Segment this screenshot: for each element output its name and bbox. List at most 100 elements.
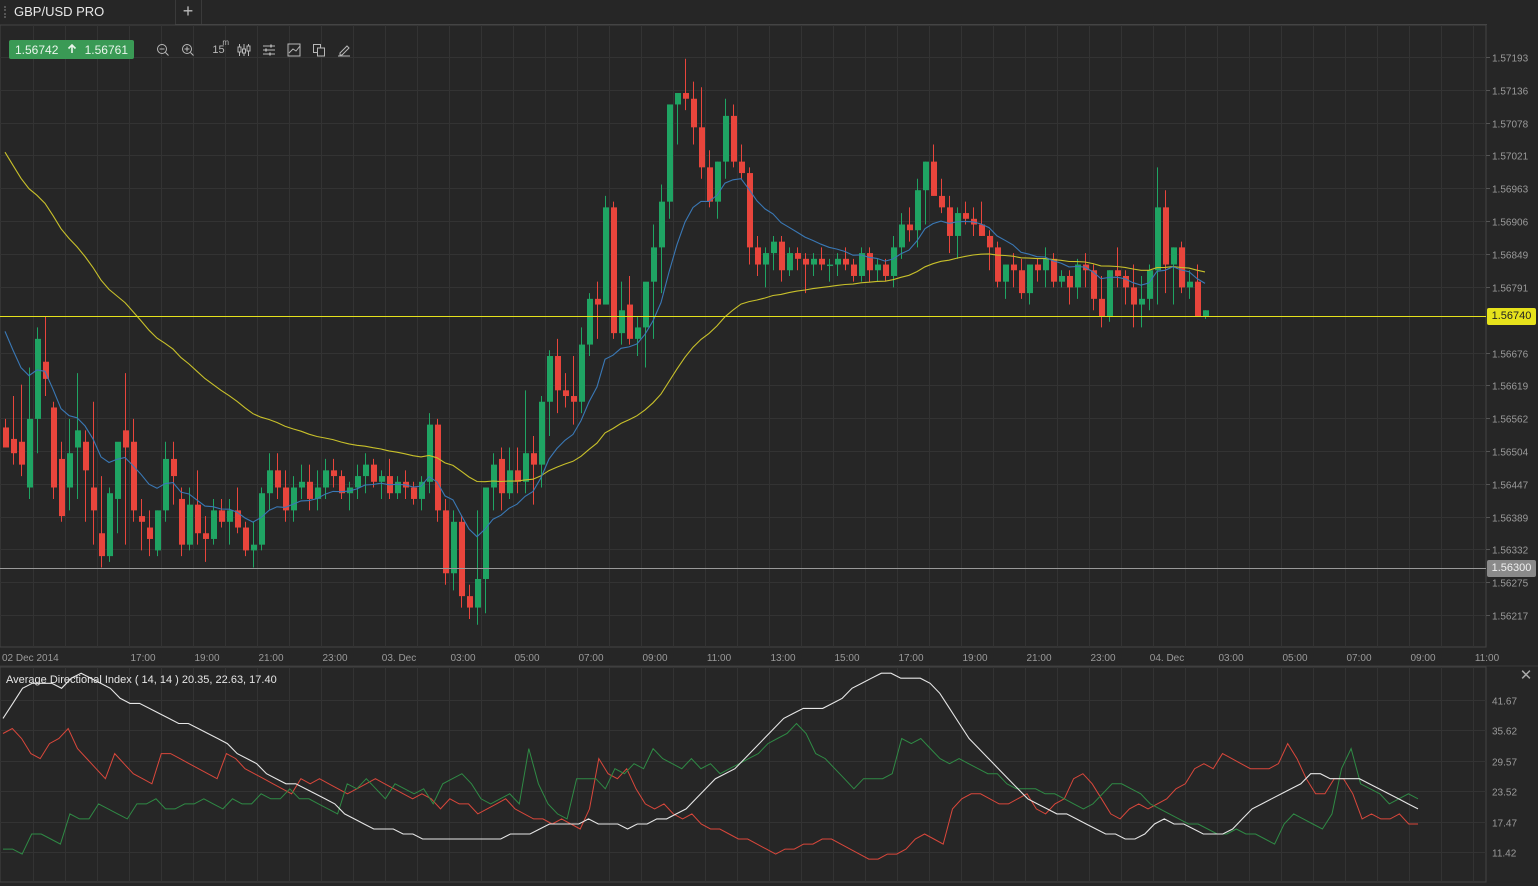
candle-body — [275, 470, 281, 488]
candle-body — [851, 264, 857, 276]
candle-body — [1019, 270, 1025, 294]
candle-body — [443, 510, 449, 574]
minus-di-line — [2, 727, 1418, 860]
candle-body — [411, 487, 417, 499]
time-tick-label: 09:00 — [1410, 653, 1435, 664]
candle-body — [323, 470, 329, 488]
adx-tick-label: 29.57 — [1492, 758, 1517, 769]
time-tick-label: 23:00 — [322, 653, 347, 664]
candle-body — [995, 247, 1001, 282]
candle-body — [235, 510, 241, 528]
candle-body — [875, 264, 881, 271]
candle-body — [699, 127, 705, 168]
time-tick-label: 21:00 — [258, 653, 283, 664]
time-tick-label: 17:00 — [130, 653, 155, 664]
time-tick-label: 03:00 — [1218, 653, 1243, 664]
candle-body — [555, 356, 561, 391]
chart-line-icon[interactable] — [281, 40, 306, 60]
candle-body — [91, 487, 97, 511]
candlestick-icon[interactable] — [231, 40, 256, 60]
candle-body — [459, 521, 465, 597]
candle-body — [219, 510, 225, 522]
candle-body — [499, 458, 505, 494]
time-tick-label: 13:00 — [770, 653, 795, 664]
candle-body — [187, 504, 193, 545]
candle-body — [1187, 281, 1193, 288]
candle-body — [75, 430, 81, 448]
candle-body — [195, 504, 201, 534]
timeframe-selector[interactable]: 15 m — [206, 38, 231, 60]
tab-bar: GBP/USD PRO + — [0, 0, 1538, 25]
candle-body — [243, 527, 249, 551]
candle-body — [1075, 264, 1081, 288]
candle-body — [171, 458, 177, 477]
candle-body — [1091, 270, 1097, 299]
candle-body — [531, 453, 537, 465]
adx-tick-label: 11.42 — [1492, 849, 1517, 860]
candle-body — [83, 441, 89, 471]
candle-body — [795, 253, 801, 259]
candle-body — [771, 241, 777, 254]
candle-body — [467, 596, 473, 608]
candle-body — [731, 115, 737, 162]
candle-body — [483, 487, 489, 579]
candle-body — [251, 544, 257, 551]
close-icon[interactable]: ✕ — [1519, 667, 1533, 684]
candle-body — [563, 390, 569, 397]
candle-body — [67, 453, 73, 488]
candle-body — [179, 498, 185, 545]
candle-body — [155, 510, 161, 551]
adx-tick-label: 17.47 — [1492, 819, 1517, 830]
candle-body — [1011, 264, 1017, 271]
price-tick-label: 1.56389 — [1492, 514, 1529, 525]
candle-body — [915, 190, 921, 231]
sliders-icon[interactable] — [256, 40, 281, 60]
time-tick-label: 17:00 — [898, 653, 923, 664]
candle-body — [939, 195, 945, 208]
time-tick-label: 21:00 — [1026, 653, 1051, 664]
ask-price: 1.56761 — [84, 42, 128, 57]
candle-body — [1131, 287, 1137, 305]
drag-handle-icon[interactable] — [4, 6, 8, 18]
candle-body — [899, 224, 905, 248]
candle-body — [835, 258, 841, 265]
candle-body — [755, 247, 761, 265]
zoom-out-icon[interactable] — [150, 40, 175, 60]
candle-body — [307, 481, 313, 499]
price-tick-label: 1.57136 — [1492, 87, 1529, 98]
arrow-up-icon — [67, 43, 77, 57]
candle-body — [51, 407, 57, 488]
plus-di-line — [3, 722, 1419, 855]
candle-body — [683, 93, 689, 99]
candle-body — [931, 161, 937, 196]
candle-body — [1043, 258, 1049, 271]
tab-gbpusd[interactable]: GBP/USD PRO — [0, 0, 176, 24]
time-tick-label: 02 Dec 2014 — [2, 653, 59, 664]
candle-body — [1107, 270, 1113, 316]
price-tick-label: 1.56906 — [1492, 218, 1529, 229]
candle-body — [43, 361, 49, 379]
candle-body — [611, 207, 617, 334]
tab-title: GBP/USD PRO — [14, 4, 105, 19]
candle-body — [27, 418, 33, 488]
time-tick-label: 03. Dec — [382, 653, 416, 664]
candle-body — [427, 424, 433, 482]
candle-body — [123, 430, 129, 448]
level-price-label[interactable]: 1.56300 — [1487, 560, 1536, 577]
pencil-icon[interactable] — [331, 40, 356, 60]
candle-body — [1147, 270, 1153, 299]
candle-body — [339, 476, 345, 494]
time-tick-label: 19:00 — [962, 653, 987, 664]
candle-body — [1203, 310, 1209, 316]
candle-body — [131, 441, 137, 511]
quote-badge[interactable]: 1.56742 1.56761 — [9, 40, 134, 59]
price-tick-label: 1.56963 — [1492, 185, 1529, 196]
candle-body — [963, 213, 969, 219]
candle-body — [211, 510, 217, 539]
zoom-in-icon[interactable] — [175, 40, 200, 60]
candle-body — [1123, 275, 1129, 288]
candle-body — [571, 396, 577, 402]
candle-body — [107, 493, 113, 557]
copy-icon[interactable] — [306, 40, 331, 60]
